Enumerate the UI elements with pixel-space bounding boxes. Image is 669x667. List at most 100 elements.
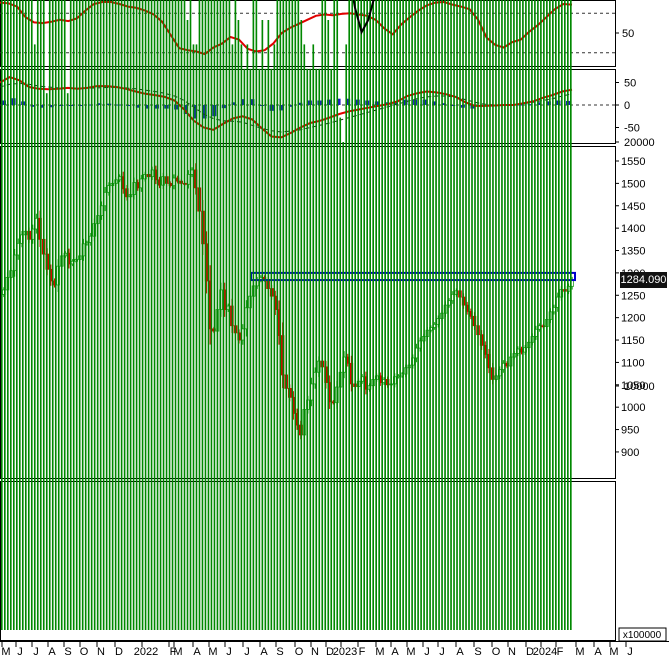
volume-bar bbox=[105, 0, 108, 630]
macd-histogram-bar bbox=[240, 99, 245, 105]
volume-bar bbox=[33, 44, 36, 630]
volume-bar bbox=[549, 0, 551, 630]
macd-histogram-bar bbox=[441, 103, 446, 105]
price-tick-label: 1350 bbox=[621, 246, 645, 258]
volume-bar bbox=[186, 20, 189, 630]
volume-bar bbox=[546, 0, 548, 630]
volume-bar bbox=[483, 0, 485, 630]
volume-bar bbox=[570, 0, 572, 630]
volume-bar bbox=[417, 0, 419, 630]
volume-bar bbox=[411, 0, 413, 631]
volume-bar bbox=[486, 0, 488, 631]
volume-bar bbox=[432, 0, 434, 631]
volume-bar bbox=[504, 0, 506, 630]
volume-bar bbox=[534, 0, 536, 630]
volume-bar bbox=[174, 0, 177, 631]
x-tick-label: 2023 bbox=[333, 646, 357, 658]
volume-bar bbox=[72, 0, 75, 630]
x-tick-label: O bbox=[80, 646, 89, 658]
volume-bar bbox=[501, 0, 503, 630]
volume-bar bbox=[87, 0, 90, 630]
volume-bar bbox=[159, 0, 162, 631]
volume-bar bbox=[114, 0, 117, 630]
volume-bar bbox=[543, 0, 545, 630]
volume-bar bbox=[45, 93, 48, 630]
macd-histogram-bar bbox=[336, 98, 341, 105]
volume-bar bbox=[225, 0, 228, 630]
volume-bar bbox=[420, 0, 422, 631]
volume-bar bbox=[252, 0, 255, 631]
x-tick-label: O bbox=[295, 646, 304, 658]
volume-bar bbox=[381, 0, 383, 630]
volume-bar bbox=[162, 0, 165, 630]
volume-bar bbox=[324, 0, 327, 630]
volume-bar bbox=[462, 0, 464, 630]
volume-bar bbox=[468, 0, 470, 631]
x-tick-label: F bbox=[359, 646, 366, 658]
volume-bar bbox=[117, 0, 120, 630]
volume-bar bbox=[246, 44, 249, 630]
volume-bar bbox=[48, 0, 51, 630]
volume-bar bbox=[21, 0, 24, 630]
volume-bar bbox=[273, 44, 276, 630]
volume-bar bbox=[318, 68, 321, 631]
volume-bar bbox=[492, 0, 494, 630]
volume-bar bbox=[375, 0, 377, 630]
x-tick-label: 2024 bbox=[533, 646, 557, 658]
volume-bar bbox=[201, 0, 204, 630]
volume-bar bbox=[333, 0, 336, 630]
macd-histogram-bar bbox=[546, 101, 551, 105]
volume-bar bbox=[183, 0, 186, 630]
volume-bar bbox=[402, 0, 404, 630]
volume-bar bbox=[537, 0, 539, 631]
macd-histogram-bar bbox=[432, 101, 437, 105]
last-price-label: 1284.090 bbox=[620, 272, 667, 288]
volume-bar bbox=[435, 0, 437, 630]
volume-bar bbox=[222, 0, 225, 631]
volume-bar bbox=[198, 0, 201, 630]
x-tick-label: N bbox=[508, 646, 516, 658]
volume-bar bbox=[414, 0, 416, 630]
macd-histogram-bar bbox=[30, 105, 35, 107]
macd-histogram-bar bbox=[135, 105, 140, 108]
volume-bar bbox=[96, 0, 99, 630]
volume-bar bbox=[6, 0, 9, 630]
price-tick-label: 1050 bbox=[621, 380, 645, 392]
x-tick-label: S bbox=[276, 646, 283, 658]
volume-bar bbox=[51, 0, 54, 631]
price-tick-label: 1150 bbox=[621, 335, 645, 347]
volume-bar bbox=[276, 0, 279, 630]
volume-bar bbox=[474, 0, 476, 630]
volume-bar bbox=[567, 0, 569, 630]
volume-bar bbox=[210, 0, 213, 630]
volume-bar bbox=[321, 0, 324, 630]
macd-histogram-bar bbox=[193, 105, 198, 119]
macd-histogram-bar bbox=[145, 105, 150, 109]
volume-bar bbox=[12, 0, 15, 630]
volume-bar bbox=[372, 0, 374, 631]
volume-bar bbox=[30, 0, 33, 630]
volume-bar bbox=[111, 0, 114, 630]
volume-bar bbox=[27, 0, 30, 630]
volume-bar bbox=[234, 0, 237, 630]
volume-bar bbox=[261, 20, 264, 630]
x-tick-label: J bbox=[627, 646, 633, 658]
macd-histogram-bar bbox=[537, 102, 542, 105]
volume-bar bbox=[264, 68, 267, 631]
x-tick-label: N bbox=[97, 646, 105, 658]
volume-bar bbox=[336, 0, 339, 630]
volume-bar bbox=[489, 0, 491, 631]
volume-bar bbox=[69, 0, 72, 630]
volume-bar bbox=[99, 0, 102, 630]
volume-bar bbox=[3, 0, 6, 630]
x-tick-label: M bbox=[375, 646, 384, 658]
volume-bar bbox=[552, 0, 554, 631]
volume-bar bbox=[363, 0, 366, 630]
volume-bar bbox=[408, 0, 410, 630]
volume-bar bbox=[138, 0, 141, 630]
x-tick-label: S bbox=[474, 646, 481, 658]
volume-bar bbox=[63, 0, 66, 631]
volume-bar bbox=[258, 68, 261, 631]
x-tick-label: J bbox=[424, 646, 430, 658]
